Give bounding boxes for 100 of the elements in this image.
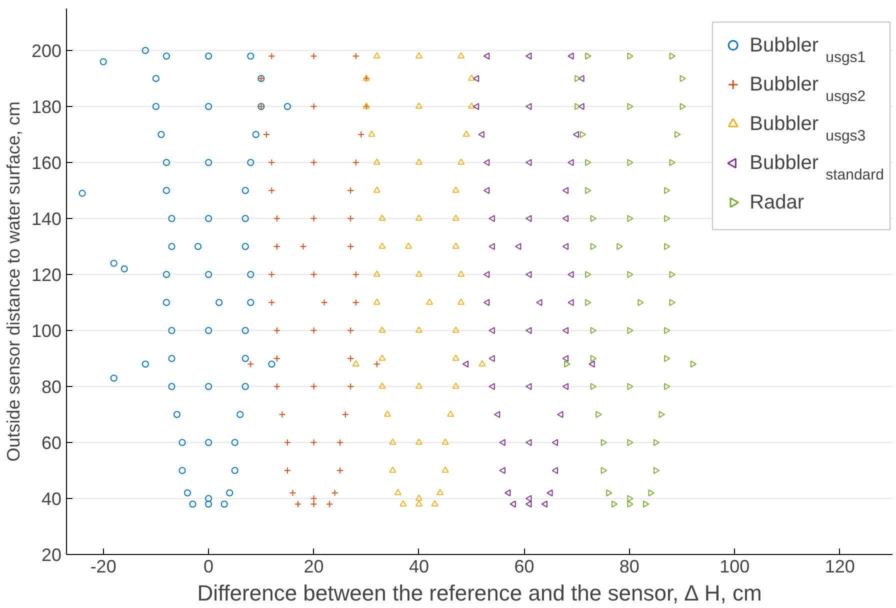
point — [415, 102, 422, 109]
y-tick-label: 140 — [31, 209, 62, 229]
point — [690, 360, 697, 368]
point — [284, 103, 291, 110]
point — [184, 489, 192, 496]
point — [336, 467, 344, 474]
y-tick-label: 160 — [31, 153, 62, 173]
point — [378, 326, 386, 333]
point — [596, 411, 602, 418]
point — [310, 215, 318, 222]
point — [231, 467, 238, 474]
point — [268, 360, 276, 368]
point — [168, 355, 176, 362]
point — [627, 52, 634, 60]
point — [384, 410, 391, 417]
point — [472, 103, 480, 110]
point — [378, 354, 386, 361]
point — [616, 243, 623, 250]
point — [600, 467, 608, 474]
point — [142, 360, 149, 368]
point — [664, 355, 670, 362]
point — [120, 265, 128, 272]
point — [458, 52, 465, 58]
point — [585, 271, 592, 278]
point — [205, 495, 212, 502]
point — [680, 103, 686, 110]
point — [600, 439, 608, 446]
point — [262, 131, 270, 138]
point — [173, 411, 180, 418]
point — [168, 215, 176, 222]
point — [378, 214, 386, 221]
point — [452, 242, 460, 249]
point — [664, 243, 670, 250]
x-tick-label: 80 — [619, 556, 640, 576]
point — [347, 327, 354, 334]
y-tick-label: 40 — [41, 489, 62, 509]
point — [336, 439, 344, 446]
point — [611, 500, 618, 508]
point — [268, 271, 276, 278]
point — [627, 383, 634, 390]
point — [320, 299, 328, 306]
point — [300, 243, 307, 250]
point — [162, 52, 170, 60]
point — [162, 187, 170, 194]
point — [373, 186, 380, 193]
point — [562, 327, 569, 334]
point — [247, 299, 254, 306]
x-tick-label: 20 — [304, 556, 324, 576]
x-tick-label: -20 — [90, 556, 116, 576]
point — [352, 299, 360, 306]
point — [310, 439, 318, 446]
point — [247, 159, 254, 166]
point — [400, 500, 407, 506]
point — [526, 103, 532, 110]
point — [447, 410, 454, 417]
point — [152, 103, 160, 110]
point — [669, 299, 676, 306]
point — [426, 298, 434, 305]
point — [526, 439, 532, 446]
point — [483, 271, 490, 278]
point — [273, 215, 280, 222]
point — [378, 382, 386, 389]
point — [638, 299, 644, 306]
point — [242, 215, 249, 222]
point — [252, 131, 260, 138]
point — [436, 488, 444, 496]
point — [674, 131, 681, 138]
point — [562, 243, 569, 250]
point — [568, 52, 574, 60]
point — [178, 467, 186, 474]
point — [483, 52, 490, 60]
point — [590, 327, 597, 334]
point — [162, 159, 170, 166]
y-tick-label: 80 — [41, 377, 62, 397]
point — [158, 131, 165, 138]
point — [585, 52, 592, 60]
point — [526, 495, 532, 502]
point — [231, 439, 238, 446]
point — [273, 243, 280, 250]
point — [458, 270, 465, 277]
legend-label: Bubblerstandard — [750, 152, 884, 184]
point — [310, 495, 318, 502]
point — [352, 271, 360, 278]
point — [488, 243, 495, 250]
point — [331, 489, 338, 496]
point — [664, 327, 670, 334]
point — [483, 187, 490, 194]
legend-label: Bubblerusgs2 — [750, 74, 866, 106]
point — [205, 271, 212, 278]
point — [194, 243, 202, 250]
point — [168, 327, 176, 334]
point — [205, 383, 212, 390]
y-tick-label: 60 — [41, 433, 62, 453]
point — [526, 271, 532, 278]
point — [654, 439, 660, 446]
point — [526, 383, 532, 390]
point — [162, 271, 170, 278]
point — [358, 131, 365, 138]
point — [562, 383, 569, 390]
point — [242, 383, 249, 390]
